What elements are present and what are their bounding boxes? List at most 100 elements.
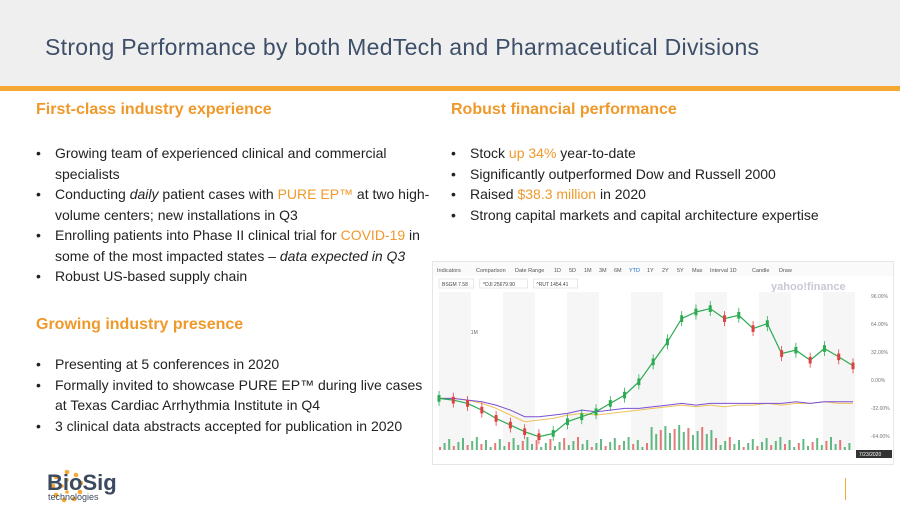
volume-bar [567, 445, 570, 450]
series-line-dji [439, 397, 853, 418]
volume-bar [761, 442, 763, 450]
candle-body [680, 315, 684, 322]
experience-item: Robust US-based supply chain [33, 266, 431, 287]
bullet-text: Growing team of experienced clinical and… [55, 145, 387, 182]
candle-body [794, 346, 798, 354]
candle-body [780, 350, 784, 357]
volume-bar [742, 447, 745, 450]
volume-bar [738, 440, 740, 450]
candle-body [508, 421, 512, 429]
volume-bar [820, 445, 823, 450]
bullet-text: patient cases with [158, 186, 278, 202]
toolbar-item[interactable]: 1M [584, 268, 592, 274]
bullet-text: PURE EP™ [277, 186, 354, 202]
volume-bar [724, 441, 727, 450]
volume-bar [508, 442, 510, 450]
toolbar-item[interactable]: 1D [554, 268, 561, 274]
volume-bar [613, 438, 616, 450]
volume-bar [756, 446, 759, 450]
financial-item: Significantly outperformed Dow and Russe… [448, 164, 848, 185]
ticker-chip [479, 278, 528, 289]
volume-bar [779, 437, 782, 450]
volume-bar [443, 443, 446, 450]
presence-item: 3 clinical data abstracts accepted for p… [33, 416, 431, 437]
volume-bar [659, 430, 662, 450]
volume-bar [544, 443, 547, 450]
volume-bar [839, 440, 842, 450]
axis-tick-label: 64.00% [871, 322, 889, 328]
toolbar-item[interactable]: YTD [629, 268, 640, 274]
volume-bar [774, 441, 777, 450]
bullet-text: Conducting [55, 186, 130, 202]
volume-bar [802, 439, 805, 450]
ticker-chip [438, 278, 475, 289]
volume-bar [650, 427, 653, 450]
footer-divider [845, 478, 846, 500]
bullet-text: $38.3 million [517, 186, 597, 202]
heading-industry-experience: First-class industry experience [36, 101, 272, 118]
volume-bar [641, 447, 644, 450]
volume-bar [788, 440, 791, 450]
ticker-label: ^RUT 1454.41 [536, 282, 568, 288]
candle-body [723, 315, 727, 322]
volume-bar [825, 441, 828, 450]
bullet-text: Strong capital markets and capital archi… [470, 206, 819, 223]
volume-bar [457, 442, 460, 450]
volume-bar [549, 439, 552, 450]
toolbar-item[interactable]: 3M [599, 268, 607, 274]
volume-bar [701, 427, 704, 450]
volume-bar [503, 446, 506, 450]
bullet-text: COVID-19 [340, 227, 406, 243]
bullet-text: Stock [470, 145, 509, 161]
volume-bar [572, 441, 575, 450]
volume-bar [733, 444, 736, 450]
date-tag-bg [856, 450, 892, 458]
volume-bar [489, 447, 492, 450]
experience-item: Growing team of experienced clinical and… [33, 143, 431, 184]
volume-bar [830, 437, 832, 450]
candle-body [637, 378, 641, 386]
volume-bar [526, 437, 529, 450]
volume-bar [784, 444, 786, 450]
toolbar-item[interactable]: 6M [614, 268, 622, 274]
toolbar-item[interactable]: Indicators [437, 268, 461, 274]
bullet-text: Raised [470, 186, 518, 202]
toolbar-item[interactable]: Interval 1D [710, 268, 737, 274]
chart-band [823, 292, 855, 450]
toolbar-item[interactable]: Candle [752, 268, 769, 274]
volume-bar [646, 443, 648, 450]
title-band [0, 0, 900, 86]
page-title: Strong Performance by both MedTech and P… [45, 34, 760, 60]
ticker-label: BSGM 7.58 [442, 282, 468, 288]
candle-body [494, 415, 498, 422]
toolbar-item[interactable]: Comparison [476, 268, 506, 274]
heading-financial-performance: Robust financial performance [451, 101, 677, 118]
candle-body [623, 391, 627, 399]
toolbar-item[interactable]: 1Y [647, 268, 654, 274]
volume-bar [682, 432, 685, 450]
volume-bar [475, 437, 478, 450]
ticker-label: ^DJI 25679.90 [483, 282, 515, 288]
toolbar-item[interactable]: Date Range [515, 268, 544, 274]
candle-body [523, 428, 527, 436]
volume-bar [655, 434, 658, 450]
toolbar-item[interactable]: 5D [569, 268, 576, 274]
candle-body [708, 305, 712, 312]
candle-body [665, 338, 669, 346]
candle-body [580, 413, 584, 421]
toolbar-item[interactable]: 2Y [662, 268, 669, 274]
toolbar-item[interactable]: Max [692, 268, 703, 274]
volume-bar [558, 442, 561, 450]
volume-bar [669, 433, 671, 450]
volume-bar [696, 431, 699, 450]
volume-bar [687, 428, 690, 450]
stock-chart[interactable]: Indicators Comparison Date Range 1D 5D 1M 3M 6M… [432, 261, 894, 465]
volume-bar [590, 447, 593, 450]
volume-bar [848, 443, 851, 450]
candle-body [822, 345, 826, 352]
volume-bar [563, 438, 566, 450]
toolbar-item[interactable]: Draw [779, 268, 792, 274]
volume-bar [834, 444, 837, 450]
toolbar-item[interactable]: 5Y [677, 268, 684, 274]
volume-bar [751, 439, 754, 450]
